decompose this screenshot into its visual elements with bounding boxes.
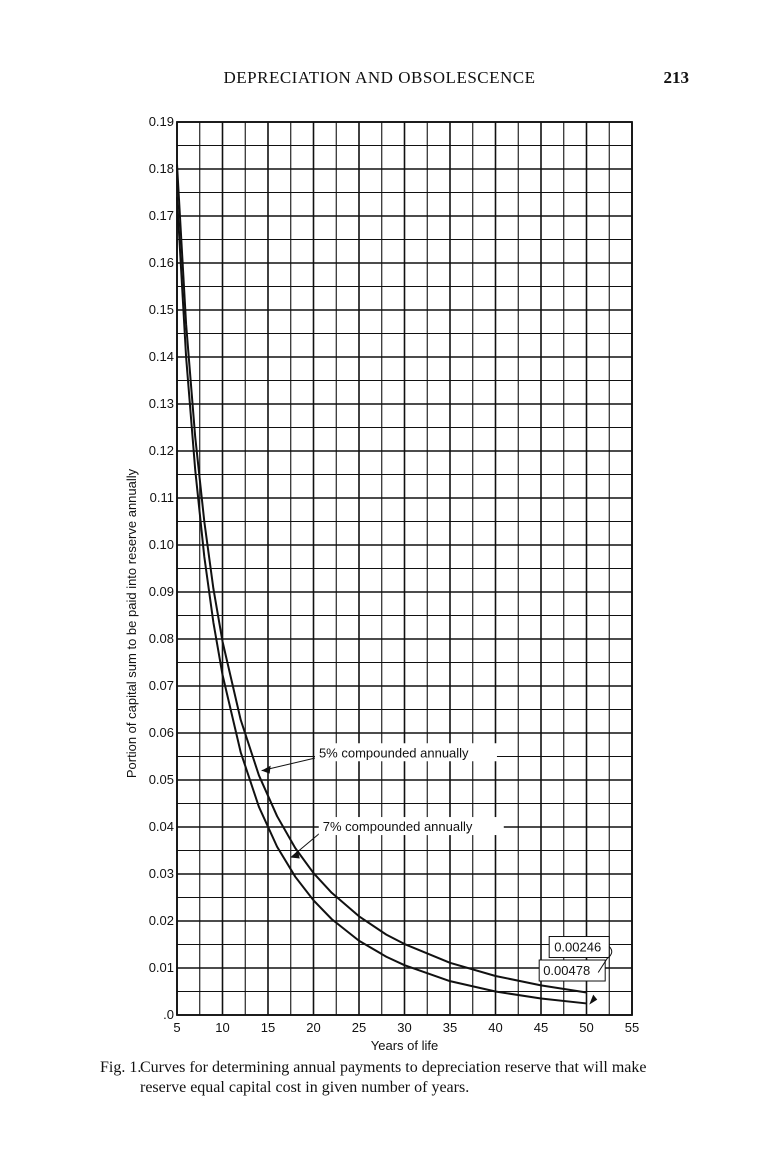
chart-tick-labels: 5 10 15 20 25 30 35 40 45 50 55 .0 0.01 0.02 0.03 0.04 0… [149,114,640,1035]
chart-annotations: 5% compounded annually 7% compounded annu… [261,743,613,1005]
annotation-leader [597,946,613,973]
y-tick-label: 0.14 [149,349,174,364]
plot-frame [176,121,633,1016]
annotation-arrowhead [290,850,300,859]
x-tick-label: 25 [352,1020,366,1035]
x-tick-label: 20 [306,1020,320,1035]
x-tick-label: 35 [443,1020,457,1035]
chart: 5 10 15 20 25 30 35 40 45 50 55 .0 0.01 0.02 0.03 0.04 0… [124,114,640,1050]
x-tick-label: 5 [173,1020,180,1035]
caption-text: Curves for determining annual payments t… [140,1059,647,1096]
page-header-title: DEPRECIATION AND OBSOLESCENCE [223,68,536,87]
annotation-5pct-label: 5% compounded annually [319,745,469,760]
y-tick-label: 0.09 [149,584,174,599]
y-tick-label: 0.06 [149,725,174,740]
y-tick-label: 0.02 [149,913,174,928]
y-tick-label: 0.17 [149,208,174,223]
annotation-box [538,959,606,982]
caption-label: Fig. 1. [100,1059,142,1076]
y-tick-label: 0.03 [149,866,174,881]
x-tick-label: 10 [215,1020,229,1035]
annotation-7pct-label: 7% compounded annually [323,819,473,834]
x-tick-label: 50 [579,1020,593,1035]
x-tick-label: 45 [534,1020,548,1035]
y-tick-label: 0.05 [149,772,174,787]
annotation-background [318,817,504,836]
y-tick-label: 0.08 [149,631,174,646]
x-axis-label: Years of life [371,1038,438,1050]
y-tick-label: 0.12 [149,443,174,458]
x-tick-label: 40 [488,1020,502,1035]
y-tick-label: 0.15 [149,302,174,317]
chart-series [176,164,587,1005]
y-tick-label: 0.10 [149,537,174,552]
series-group [176,164,587,994]
annotation-value-00246: 0.00246 [554,940,601,955]
x-tick-label: 55 [625,1020,639,1035]
y-tick-label: 0.13 [149,396,174,411]
y-axis-label: Portion of capital sum to be paid into r… [124,468,139,778]
x-tick-label: 30 [397,1020,411,1035]
annotation-arrowhead [589,994,598,1005]
page-number: 213 [663,68,690,87]
chart-grid [176,121,633,1016]
x-tick-label: 15 [261,1020,275,1035]
y-tick-label: 0.19 [149,114,174,129]
annotation-background [314,743,497,762]
y-tick-label: .0 [163,1007,174,1022]
annotation-arrowhead [261,765,271,774]
y-tick-label: 0.16 [149,255,174,270]
y-tick-label: 0.04 [149,819,174,834]
annotation-value-00478: 0.00478 [543,963,590,978]
series-group [176,197,587,1005]
y-tick-label: 0.07 [149,678,174,693]
y-tick-label: 0.18 [149,161,174,176]
y-tick-label: 0.01 [149,960,174,975]
y-tick-label: 0.11 [150,490,174,505]
